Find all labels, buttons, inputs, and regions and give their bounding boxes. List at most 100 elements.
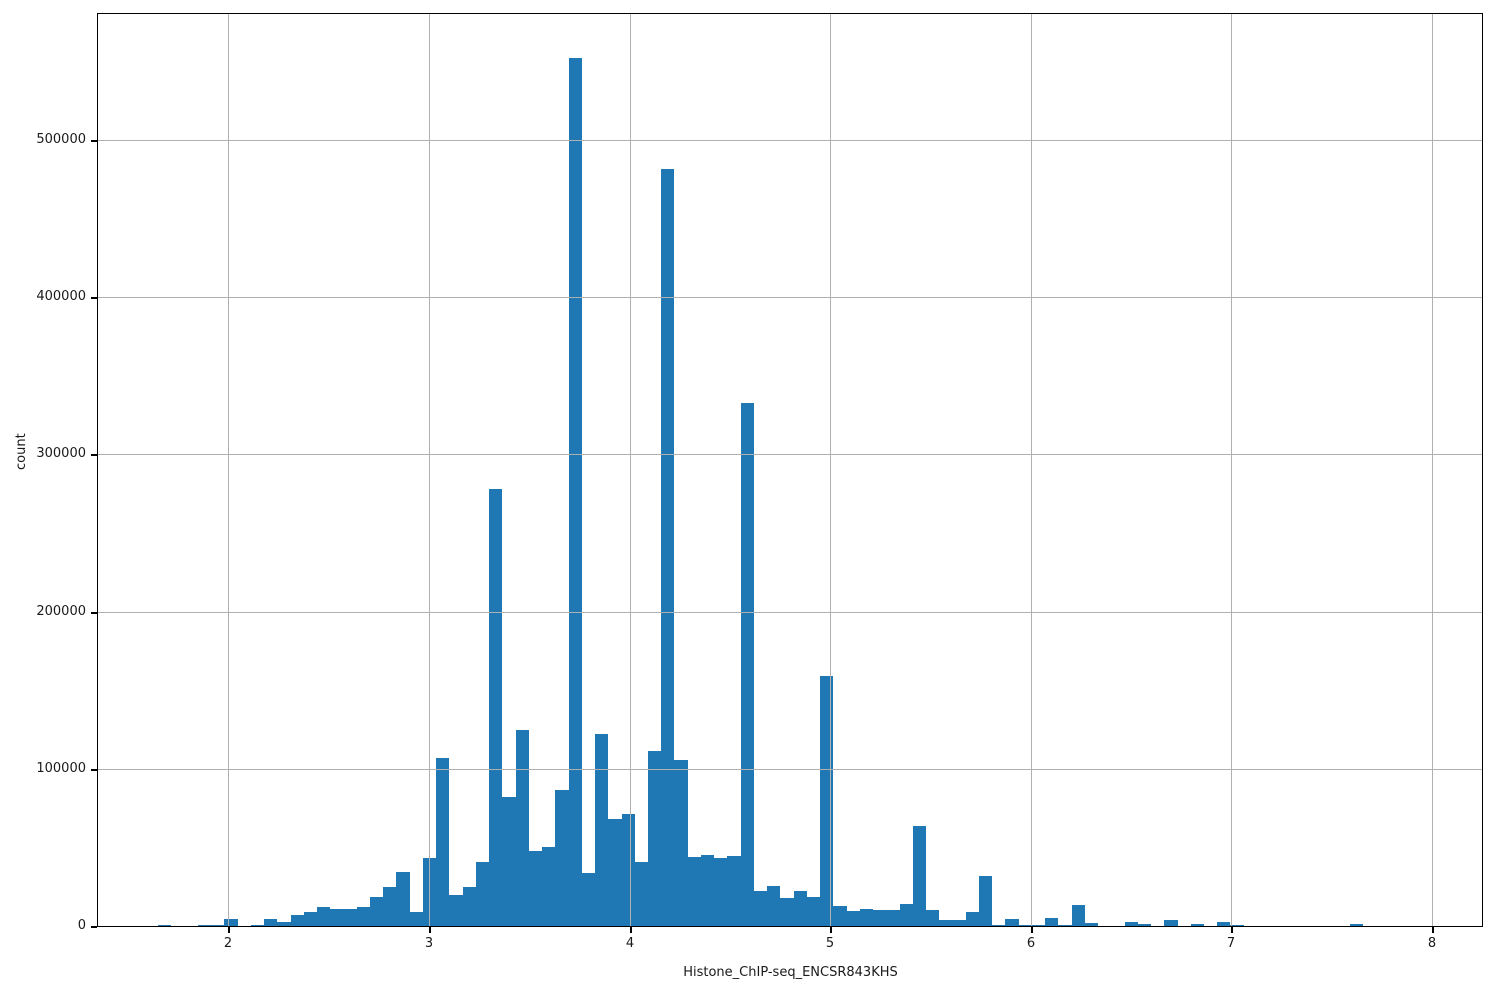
x-tick-label: 3: [424, 936, 434, 951]
histogram-bar: [476, 862, 489, 926]
histogram-bar: [1045, 918, 1058, 926]
histogram-bar: [463, 887, 476, 926]
y-tick-mark: [91, 612, 97, 614]
histogram-bar: [952, 920, 966, 926]
histogram-bar: [794, 891, 807, 926]
histogram-bar: [277, 922, 291, 926]
histogram-bar: [304, 912, 317, 926]
histogram-bar: [979, 876, 992, 926]
histogram-bar: [860, 909, 873, 926]
histogram-bar: [648, 751, 661, 926]
histogram-bar: [251, 925, 264, 926]
histogram-bar: [926, 910, 939, 926]
x-tick-mark: [1031, 927, 1033, 933]
histogram-bar: [436, 758, 449, 926]
y-tick-label: 100000: [36, 761, 86, 776]
histogram-bar: [529, 851, 542, 926]
histogram-bar: [820, 676, 833, 926]
histogram-bar: [542, 847, 555, 926]
x-tick-mark: [228, 927, 230, 933]
histogram-bar: [674, 760, 688, 926]
histogram-bar: [370, 897, 383, 926]
histogram-bar: [198, 925, 211, 926]
x-tick-mark: [630, 927, 632, 933]
histogram-bar: [807, 897, 820, 926]
x-tick-label: 8: [1427, 936, 1437, 951]
x-tick-mark: [1231, 927, 1233, 933]
grid-layer: [98, 14, 1482, 926]
gridline-vertical: [228, 14, 229, 926]
y-tick-mark: [91, 454, 97, 456]
histogram-bar: [317, 907, 330, 926]
histogram-bar: [344, 909, 357, 926]
histogram-bar: [1217, 922, 1230, 926]
histogram-bar: [357, 907, 370, 926]
gridline-vertical: [1432, 14, 1433, 926]
histogram-bar: [714, 858, 727, 926]
y-tick-label: 0: [77, 918, 86, 933]
histogram-bar: [211, 925, 224, 926]
histogram-bar: [291, 915, 304, 926]
y-tick-label: 200000: [36, 604, 86, 619]
histogram-bar: [383, 887, 396, 926]
gridline-horizontal: [98, 612, 1482, 613]
histogram-bar: [1350, 924, 1363, 926]
histogram-bar: [913, 826, 926, 926]
y-tick-label: 300000: [36, 446, 86, 461]
gridline-horizontal: [98, 454, 1482, 455]
histogram-bar: [661, 169, 674, 926]
y-tick-label: 500000: [36, 132, 86, 147]
gridline-vertical: [630, 14, 631, 926]
histogram-bar: [1005, 919, 1019, 926]
histogram-bar: [966, 912, 979, 926]
plot-area: [97, 13, 1483, 927]
histogram-bar: [688, 857, 701, 926]
x-tick-mark: [830, 927, 832, 933]
y-tick-mark: [91, 297, 97, 299]
gridline-horizontal: [98, 140, 1482, 141]
histogram-bar: [635, 862, 648, 926]
histogram-bar: [608, 819, 622, 926]
histogram-bar: [1019, 925, 1032, 926]
histogram-bar: [939, 920, 952, 926]
gridline-horizontal: [98, 769, 1482, 770]
histogram-bar: [396, 872, 410, 926]
histogram-bar: [741, 403, 754, 926]
histogram-bar: [224, 919, 238, 926]
histogram-bar: [1164, 920, 1178, 926]
x-tick-mark: [1432, 927, 1434, 933]
histogram-bar: [1058, 925, 1072, 926]
y-tick-mark: [91, 769, 97, 771]
histogram-bar: [1125, 922, 1138, 926]
x-tick-label: 4: [625, 936, 635, 951]
histogram-bar: [502, 797, 516, 926]
histogram-bar: [1085, 923, 1098, 926]
histogram-bar: [754, 891, 767, 926]
histogram-bar: [1191, 924, 1204, 926]
gridline-vertical: [1231, 14, 1232, 926]
x-tick-label: 2: [223, 936, 233, 951]
y-axis-label: count: [14, 433, 29, 470]
histogram-bar: [701, 855, 714, 926]
histogram-bar: [873, 910, 886, 926]
histogram-bar: [900, 904, 913, 926]
x-tick-mark: [429, 927, 431, 933]
histogram-bar: [489, 489, 502, 926]
histogram-bar: [847, 911, 860, 926]
histogram-bar: [1230, 925, 1244, 926]
histogram-bar: [1072, 905, 1085, 926]
histogram-bar: [780, 898, 794, 926]
histogram-bar: [158, 925, 171, 926]
x-axis-label: Histone_ChIP-seq_ENCSR843KHS: [683, 965, 898, 980]
histogram-bar: [992, 925, 1005, 926]
histogram-bar: [767, 886, 780, 926]
histogram-bar: [516, 730, 529, 926]
y-tick-label: 400000: [36, 289, 86, 304]
x-tick-label: 7: [1226, 936, 1236, 951]
y-tick-mark: [91, 140, 97, 142]
y-tick-mark: [91, 926, 97, 928]
x-tick-label: 6: [1026, 936, 1036, 951]
histogram-bar: [727, 856, 741, 926]
histogram-bar: [555, 790, 569, 926]
